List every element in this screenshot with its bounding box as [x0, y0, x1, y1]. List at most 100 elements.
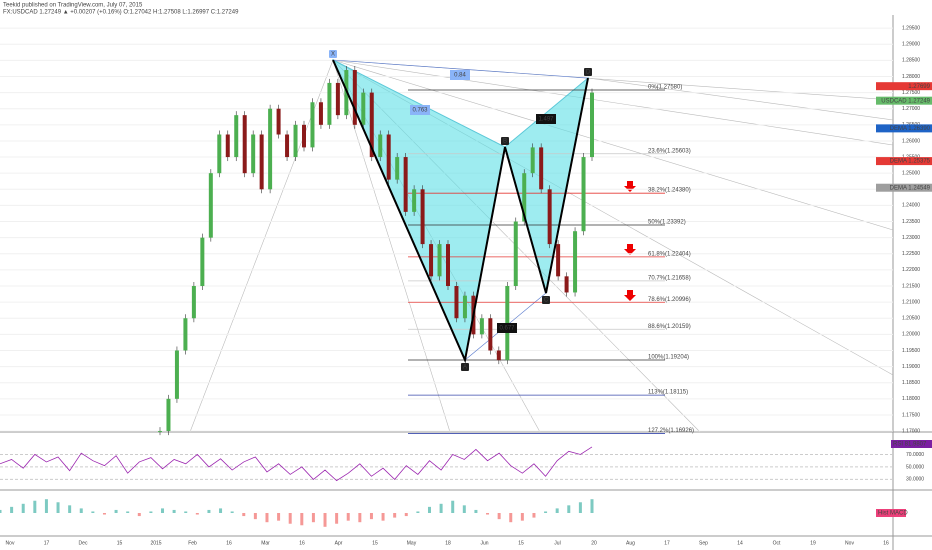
ratio-badge — [536, 114, 556, 124]
macd-hist — [219, 508, 223, 513]
author-line: Teekid published on TradingView.com, Jul… — [3, 3, 143, 9]
candle-body — [242, 115, 247, 174]
price-label: 1.27699 — [908, 84, 930, 90]
candle-body — [318, 102, 323, 125]
price-tick-label: 1.22000 — [902, 267, 920, 273]
macd-hist — [56, 502, 60, 513]
fib-label: 100%(1.19204) — [648, 355, 689, 361]
macd-hist — [149, 511, 153, 513]
candle-body — [420, 189, 425, 245]
price-tick-label: 1.20500 — [902, 316, 920, 322]
candle-body — [530, 147, 535, 174]
candle-body — [462, 295, 467, 319]
fib-label: 38.2%(1.24380) — [648, 188, 691, 194]
down-arrows — [624, 181, 636, 301]
point-badge — [329, 50, 337, 59]
price-tick-label: 1.21500 — [902, 283, 920, 289]
time-label: Mar — [261, 540, 270, 546]
price-tick-label: 1.26000 — [902, 138, 920, 144]
candle-body — [369, 92, 374, 158]
macd-hist — [462, 505, 466, 513]
candle-body — [590, 92, 594, 158]
price-tick-label: 1.17500 — [902, 412, 920, 418]
time-label: Nov — [845, 540, 854, 546]
candle-body — [352, 70, 357, 125]
macd-hist — [265, 513, 269, 523]
candle-body — [268, 108, 273, 190]
macd-hist — [242, 513, 246, 517]
macd-hist — [184, 511, 188, 513]
macd-hist — [68, 505, 72, 513]
candle-body — [488, 318, 493, 351]
fib-label: 23.6%(1.25603) — [648, 148, 691, 154]
candle-body — [412, 189, 417, 212]
fib-label: 88.6%(1.20159) — [648, 324, 691, 330]
time-label: 17 — [44, 540, 50, 546]
candle-body — [335, 82, 340, 116]
macd-hist — [532, 513, 536, 518]
macd-hist — [288, 513, 292, 524]
macd-hist — [137, 513, 141, 517]
macd-hist — [44, 499, 48, 513]
rsi-line — [0, 446, 593, 482]
ratio-label: 1.497 — [538, 117, 554, 123]
price-label-box — [876, 183, 932, 192]
price-tick-label: 1.27000 — [902, 106, 920, 112]
time-label: 2015 — [150, 540, 161, 546]
macd-hist — [323, 513, 327, 527]
point-badge — [584, 68, 592, 77]
candle-body — [310, 102, 315, 148]
macd-hist — [369, 513, 373, 520]
point-label: C — [544, 298, 549, 304]
candle-body — [234, 115, 239, 158]
candle-body — [378, 134, 383, 158]
ratio-badge — [497, 323, 517, 333]
candle-body — [437, 244, 442, 277]
price-tick-label: 1.29000 — [902, 42, 920, 48]
price-tick-label: 1.20000 — [902, 332, 920, 338]
point-label: A — [463, 365, 467, 371]
fib-label: 70.7%(1.21658) — [648, 275, 691, 281]
price-tick-label: 1.28000 — [902, 74, 920, 80]
price-tick-label: 1.29500 — [902, 25, 920, 31]
macd-hist — [497, 513, 501, 520]
rsi-badge — [891, 440, 932, 448]
macd-hist — [33, 500, 37, 513]
candle-body — [259, 134, 264, 190]
price-tick-label: 1.21000 — [902, 299, 920, 305]
time-label: Oct — [773, 540, 781, 546]
macd-hist — [439, 503, 443, 513]
candle-body — [513, 221, 518, 287]
candle-body — [208, 173, 213, 238]
macd-hist — [21, 503, 25, 513]
macd-hist — [79, 508, 83, 513]
candle-body — [539, 147, 544, 190]
price-label-box — [876, 124, 932, 133]
point-label: X — [331, 52, 335, 58]
time-label: 16 — [883, 540, 889, 546]
candle-body — [386, 134, 391, 180]
price-tick-label: 1.23500 — [902, 219, 920, 225]
time-label: 15 — [117, 540, 123, 546]
candle-body — [251, 134, 256, 174]
macd-hist — [427, 506, 431, 513]
fib-label: 0%(1.27580) — [648, 85, 682, 91]
candle-body — [327, 82, 332, 125]
price-label-box — [876, 96, 932, 105]
time-label: 16 — [226, 540, 232, 546]
macd-hist — [126, 511, 130, 513]
candle-body — [302, 124, 306, 148]
pattern-point: C — [542, 296, 550, 305]
candle-body — [217, 134, 222, 174]
macd-hist — [578, 502, 582, 513]
macd-hist — [311, 513, 315, 523]
candle-body — [395, 157, 400, 180]
time-label: 17 — [664, 540, 670, 546]
candle-body — [547, 189, 552, 245]
macd-hist — [300, 513, 304, 526]
time-label: 18 — [445, 540, 451, 546]
macd-label: Hist MACD — [878, 511, 908, 517]
macd-hist — [346, 513, 350, 521]
macd-hist — [486, 513, 490, 515]
